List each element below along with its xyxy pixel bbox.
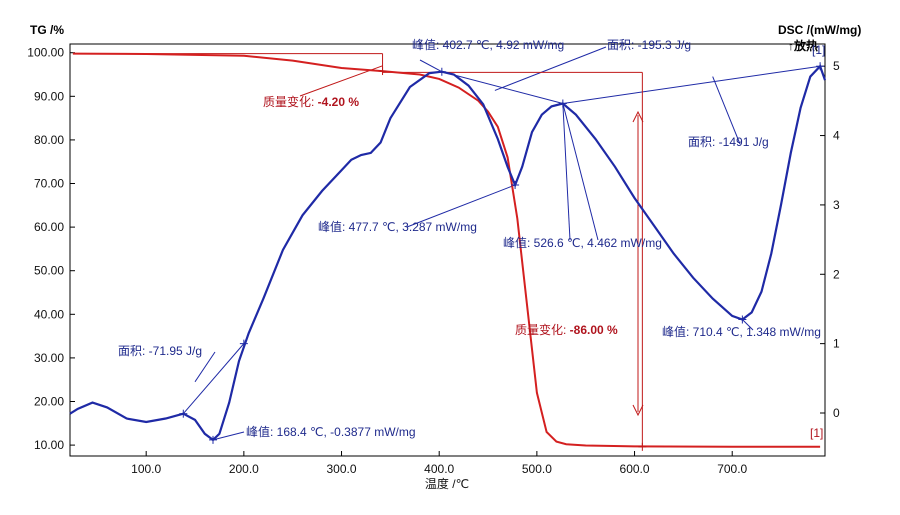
y-left-tick-label: 70.00: [34, 177, 64, 191]
area-baseline-3: [562, 65, 821, 105]
annotation-area-71: 面积: -71.95 J/g: [118, 344, 202, 358]
x-tick-label: 200.0: [229, 462, 259, 476]
y-right-tick-label: 5: [833, 59, 840, 73]
x-tick-label: 500.0: [522, 462, 552, 476]
y-right-tick-label: 2: [833, 267, 840, 281]
y-left-tick-label: 90.00: [34, 89, 64, 103]
mass-arrow-head-bottom: [632, 404, 644, 417]
y-left-tick-label: 100.00: [27, 46, 64, 60]
exo-direction-label: ↑放热: [788, 38, 818, 53]
y-right-tick-label: 4: [833, 129, 840, 143]
annotation-guides: [72, 46, 821, 447]
leader-area-195: [494, 46, 607, 91]
y-right-tick-label: 0: [833, 406, 840, 420]
y-right-axis-title: DSC /(mW/mg): [778, 23, 861, 37]
y-left-axis-title: TG /%: [30, 23, 64, 37]
leader-peak-402: [419, 59, 443, 73]
x-tick-label: 700.0: [717, 462, 747, 476]
annotation-peak-402: 峰值: 402.7 ℃, 4.92 mW/mg: [412, 37, 564, 52]
annotation-peak-710: 峰值: 710.4 ℃, 1.348 mW/mg: [662, 324, 821, 339]
y-right-tick-label: 3: [833, 198, 840, 212]
y-left-tick-label: 20.00: [34, 395, 64, 409]
y-right-tick-label: 1: [833, 337, 840, 351]
leader-area-1491: [712, 76, 741, 145]
annotation-area-1491: 面积: -1491 J/g: [688, 135, 769, 149]
curve-marker-tg: [1]: [810, 426, 823, 440]
annotation-peak-168: 峰值: 168.4 ℃, -0.3877 mW/mg: [246, 424, 416, 439]
leader-peak-477: [406, 184, 516, 228]
y-left-tick-label: 40.00: [34, 307, 64, 321]
curve-marker-dsc: [1]: [812, 43, 825, 57]
y-left-tick-label: 30.00: [34, 351, 64, 365]
peak-markers: [179, 62, 825, 451]
leader-peak-168: [212, 431, 245, 441]
annotation-peak-477: 峰值: 477.7 ℃, 3.287 mW/mg: [318, 219, 477, 234]
x-tick-label: 600.0: [620, 462, 650, 476]
leader-area-71: [194, 351, 216, 383]
series-line-dsc: [69, 64, 827, 442]
x-tick-label: 400.0: [424, 462, 454, 476]
y-left-tick-label: 10.00: [34, 438, 64, 452]
y-left-tick-label: 60.00: [34, 220, 64, 234]
x-tick-label: 300.0: [327, 462, 357, 476]
x-axis-title: 温度 /℃: [425, 476, 469, 491]
mass-arrow-head-top: [632, 110, 644, 123]
y-left-tick-label: 80.00: [34, 133, 64, 147]
x-tick-label: 100.0: [131, 462, 161, 476]
plot-frame: [69, 43, 826, 457]
series-line-tg: [72, 52, 821, 448]
annotation-mass-change-1: 质量变化: -4.20 %: [263, 94, 359, 109]
leader-peak-710: [742, 319, 754, 331]
leader-peak-526a: [562, 103, 599, 241]
annotation-mass-change-2: 质量变化: -86.00 %: [515, 322, 618, 337]
annotation-area-195: 面积: -195.3 J/g: [607, 38, 691, 52]
leader-peak-526b: [562, 103, 571, 241]
y-left-tick-label: 50.00: [34, 264, 64, 278]
area-baseline-1: [182, 343, 245, 415]
axis-ticks: 100.0 200.0 300.0 400.0 500.0 600.0 700.0 10.00…: [27, 46, 840, 476]
annotation-peak-526: 峰值: 526.6 ℃, 4.462 mW/mg: [503, 235, 662, 250]
